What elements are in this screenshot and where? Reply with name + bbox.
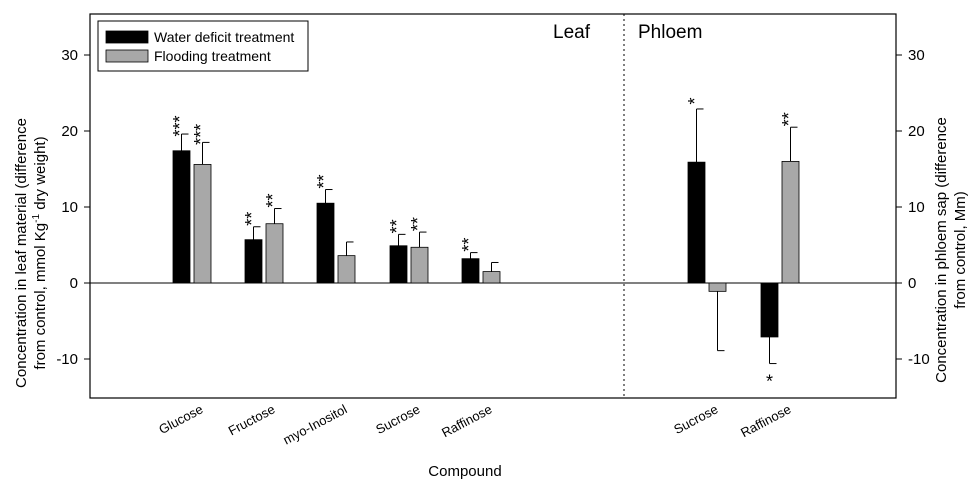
significance-marker: *** <box>191 124 211 145</box>
right-y-tick-label: 10 <box>908 199 925 216</box>
bar-flooding <box>193 164 212 284</box>
x-axis-title: Compound <box>428 463 501 480</box>
legend-swatch <box>105 30 149 44</box>
bar-water-deficit <box>244 239 263 284</box>
significance-marker: * <box>685 97 705 104</box>
panel-label-leaf: Leaf <box>553 22 591 43</box>
legend: Water deficit treatment Flooding treatmen… <box>97 20 309 72</box>
bar-water-deficit <box>687 161 706 284</box>
left-y-tick-label: 0 <box>70 275 78 292</box>
significance-marker: ** <box>314 175 334 189</box>
right-y-tick-label: 30 <box>908 47 925 64</box>
significance-marker: ** <box>387 219 407 233</box>
significance-marker: *** <box>170 116 190 137</box>
right-y-tick-label: -10 <box>908 351 930 368</box>
left-y-tick-label: 20 <box>61 123 78 140</box>
plot-frame <box>89 13 897 399</box>
legend-label: Water deficit treatment <box>154 29 294 45</box>
right-axis-title: Concentration in phloem sap (difference … <box>933 117 969 383</box>
bar-flooding <box>265 223 284 284</box>
significance-marker: ** <box>459 238 479 252</box>
left-axis-title-line1: Concentration in leaf material (differen… <box>13 118 30 388</box>
significance-marker: ** <box>408 217 428 231</box>
right-y-tick-label: 20 <box>908 123 925 140</box>
legend-label: Flooding treatment <box>154 48 271 64</box>
left-y-tick-label: -10 <box>56 351 78 368</box>
left-y-tick-label: 10 <box>61 199 78 216</box>
left-axis-title-superscript: -1 <box>31 214 42 223</box>
left-axis-title-text-end: dry weight) <box>32 136 49 214</box>
legend-box <box>97 20 309 72</box>
bar-flooding <box>482 271 501 284</box>
bar-water-deficit <box>461 258 480 284</box>
significance-marker: * <box>766 372 773 392</box>
bar-water-deficit <box>172 150 191 284</box>
legend-swatch <box>105 49 149 63</box>
left-axis-title-text: from control, mmol Kg <box>32 223 49 370</box>
bar-water-deficit <box>316 202 335 284</box>
significance-marker: ** <box>242 212 262 226</box>
right-axis-title-line2: from control, Mm) <box>952 191 969 309</box>
bar-flooding <box>708 282 727 292</box>
panel-label-phloem: Phloem <box>638 22 702 43</box>
bar-flooding <box>337 255 356 284</box>
left-axis-title: Concentration in leaf material (differen… <box>13 118 49 388</box>
bar-flooding <box>781 160 800 284</box>
right-y-tick-label: 0 <box>908 275 916 292</box>
bar-water-deficit <box>760 282 779 338</box>
bar-flooding <box>410 246 429 284</box>
significance-marker: ** <box>263 194 283 208</box>
left-axis-title-line2: from control, mmol Kg-1 dry weight) <box>31 136 49 369</box>
left-y-tick-label: 30 <box>61 47 78 64</box>
right-axis-title-line1: Concentration in phloem sap (difference <box>933 117 950 383</box>
significance-marker: ** <box>779 112 799 126</box>
bar-water-deficit <box>389 245 408 284</box>
